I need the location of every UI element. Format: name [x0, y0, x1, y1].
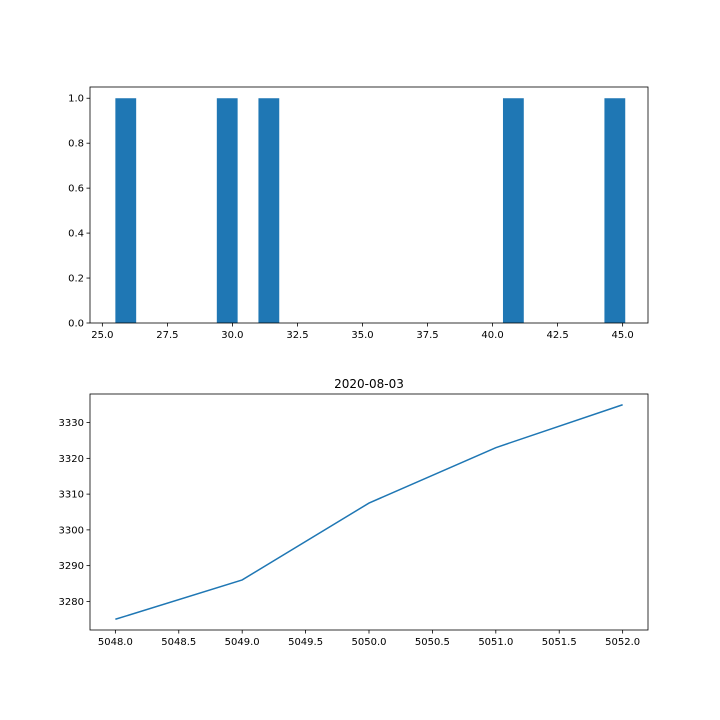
histogram-x-tick-label: 32.5	[286, 330, 308, 341]
line-y-tick-label: 3300	[59, 525, 84, 536]
histogram-y-tick-label: 0.6	[68, 184, 84, 195]
line-x-tick-label: 5048.0	[98, 637, 133, 648]
line-x-axis: 5048.0 5048.5 5049.0 5049.5 5050.0 5050.5 5051…	[98, 630, 640, 648]
histogram-bar	[604, 98, 626, 323]
line-y-tick-label: 3280	[59, 597, 84, 608]
line-x-tick-label: 5049.0	[225, 637, 260, 648]
histogram-y-tick-label: 1.0	[68, 94, 84, 105]
line-y-tick-label: 3290	[59, 561, 84, 572]
histogram-bar	[502, 98, 524, 323]
line-y-tick-label: 3330	[59, 418, 84, 429]
histogram-x-tick-label: 45.0	[612, 330, 634, 341]
histogram-bar	[216, 98, 238, 323]
histogram-x-tick-label: 40.0	[481, 330, 503, 341]
line-x-tick-label: 5051.0	[478, 637, 513, 648]
histogram-y-axis: 0.0 0.2 0.4 0.6 0.8 1.0	[68, 94, 90, 330]
line-series	[115, 404, 623, 620]
line-x-tick-label: 5052.0	[605, 637, 640, 648]
line-y-tick-label: 3310	[59, 490, 84, 501]
line-x-tick-label: 5050.0	[352, 637, 387, 648]
histogram-x-tick-label: 25.0	[91, 330, 113, 341]
line-chart: 2020-08-03 5048.0 5048.5 5049.0 5049.5 5050.…	[59, 377, 649, 648]
histogram-plot-frame	[89, 86, 649, 324]
histogram-bar	[258, 98, 280, 323]
histogram-x-tick-label: 27.5	[156, 330, 178, 341]
histogram-y-tick-label: 0.2	[68, 274, 84, 285]
histogram-bars	[115, 98, 626, 323]
histogram-bar	[115, 98, 137, 323]
histogram-x-tick-label: 30.0	[221, 330, 243, 341]
line-y-tick-label: 3320	[59, 454, 84, 465]
histogram-y-tick-label: 0.4	[68, 229, 84, 240]
histogram-chart: 25.0 27.5 30.0 32.5 35.0 37.5 40.0 42.5 45.0 0.0…	[68, 86, 649, 341]
histogram-x-tick-label: 37.5	[416, 330, 438, 341]
line-chart-title: 2020-08-03	[334, 377, 404, 391]
histogram-x-axis: 25.0 27.5 30.0 32.5 35.0 37.5 40.0 42.5 45.0	[91, 323, 634, 341]
line-x-tick-label: 5051.5	[542, 637, 577, 648]
histogram-x-tick-label: 35.0	[351, 330, 373, 341]
histogram-y-tick-label: 0.0	[68, 319, 84, 330]
histogram-x-tick-label: 42.5	[546, 330, 568, 341]
line-x-tick-label: 5048.5	[161, 637, 196, 648]
line-y-axis: 3280 3290 3300 3310 3320 3330	[59, 418, 90, 608]
line-x-tick-label: 5050.5	[415, 637, 450, 648]
histogram-y-tick-label: 0.8	[68, 139, 84, 150]
line-x-tick-label: 5049.5	[288, 637, 323, 648]
